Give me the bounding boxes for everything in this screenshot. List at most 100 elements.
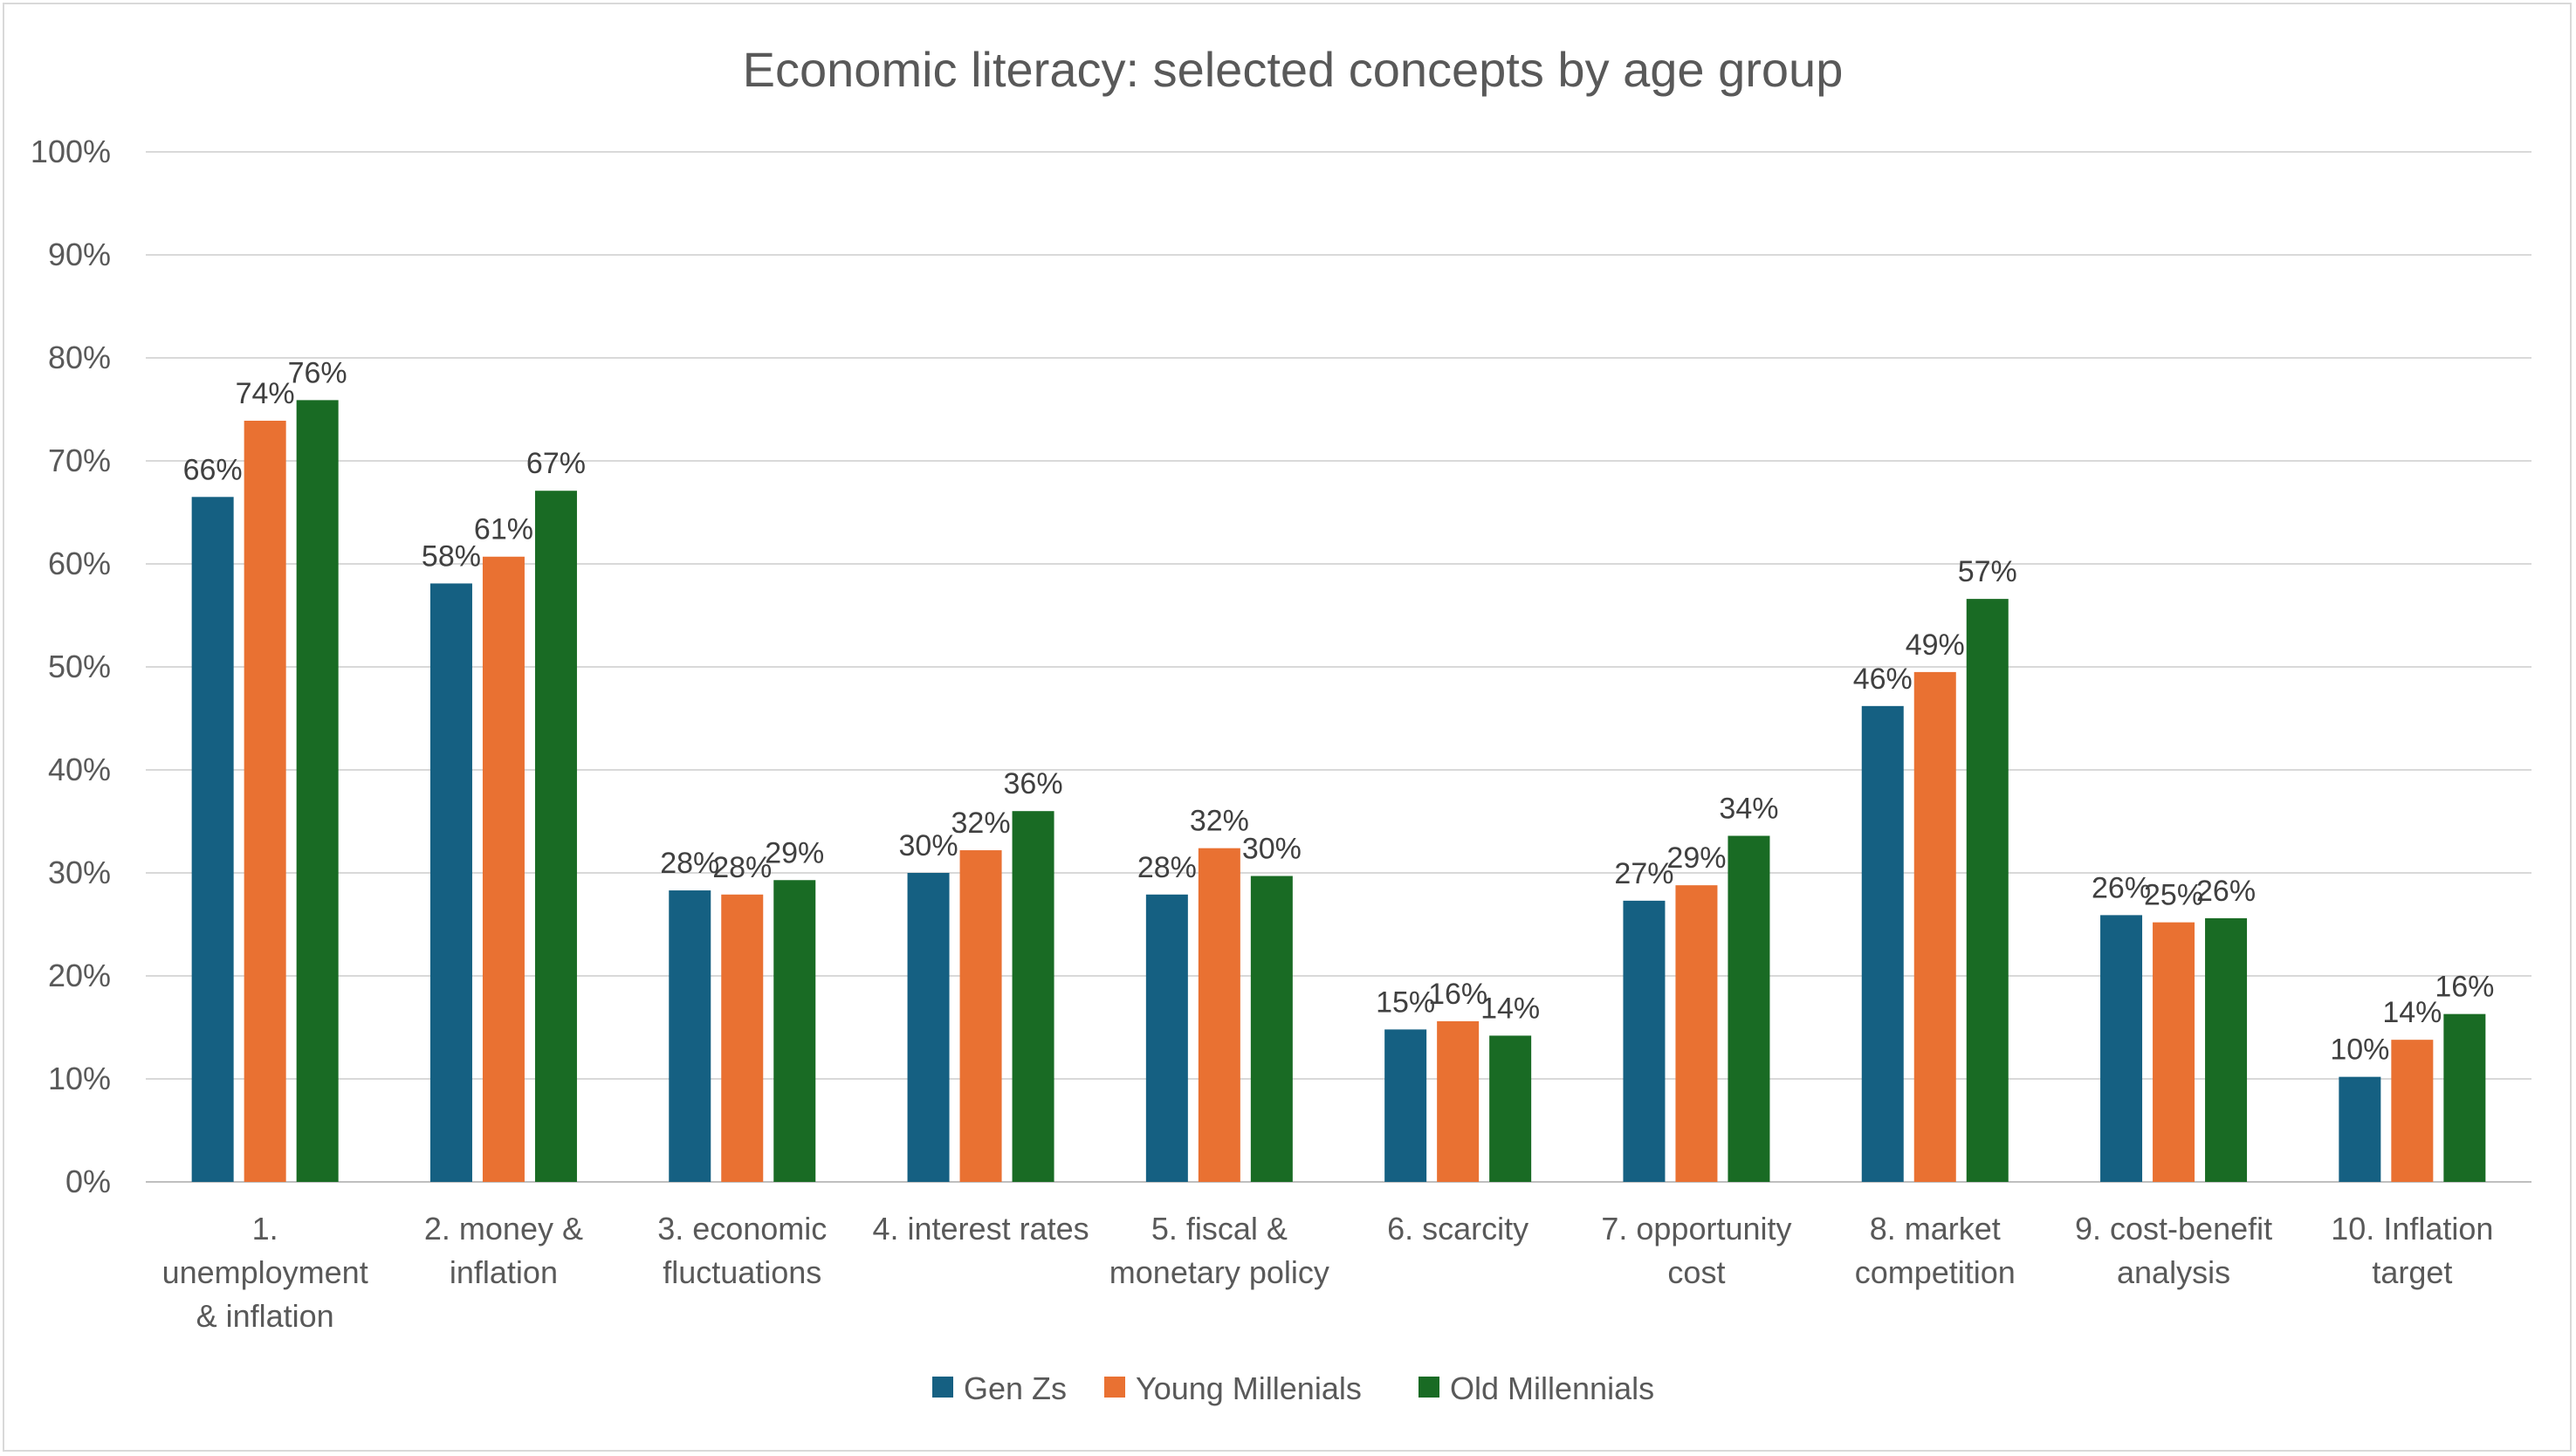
bar-chart: Economic literacy: selected concepts by … xyxy=(31,42,2531,1406)
legend: Gen Zs Young Millenials Old Millennials xyxy=(932,1370,1654,1406)
x-tick-label-line: 9. cost-benefit xyxy=(2075,1211,2272,1247)
x-tick-label-line: fluctuations xyxy=(663,1254,821,1290)
bar xyxy=(2153,922,2195,1182)
x-tick-label-line: 7. opportunity xyxy=(1601,1211,1791,1247)
x-tick-label-line: 8. market xyxy=(1870,1211,2001,1247)
bar xyxy=(2100,915,2143,1182)
legend-swatch xyxy=(1419,1377,1439,1398)
bar xyxy=(1012,811,1054,1182)
data-label: 16% xyxy=(1428,978,1487,1011)
x-tick-label: 3. economic fluctuations xyxy=(657,1211,827,1290)
data-label: 49% xyxy=(1906,628,1965,662)
bar xyxy=(1145,894,1188,1182)
x-tick-label: 9. cost-benefit analysis xyxy=(2075,1211,2272,1290)
bar xyxy=(191,497,234,1182)
bar xyxy=(959,850,1002,1182)
x-tick-label-line: 1. xyxy=(252,1211,278,1247)
data-label: 10% xyxy=(2330,1034,2389,1067)
data-label: 29% xyxy=(765,836,824,869)
bar xyxy=(1728,835,1770,1182)
y-tick-label: 80% xyxy=(48,340,111,375)
bar xyxy=(669,890,711,1182)
x-tick-label: 2. money & inflation xyxy=(424,1211,583,1290)
data-labels: 66%74%76%58%61%67%28%28%29% 30%32%36%28%3… xyxy=(183,356,2495,1066)
bar xyxy=(534,491,577,1182)
bar xyxy=(1384,1029,1427,1182)
x-tick-label-line: competition xyxy=(1855,1254,2016,1290)
y-tick-label: 30% xyxy=(48,855,111,890)
x-axis-category-labels: 1. unemployment & inflation 2. money & infla… xyxy=(162,1211,2494,1334)
data-label: 67% xyxy=(526,447,586,480)
data-label: 32% xyxy=(1190,805,1249,838)
y-axis-tick-labels: 0% 10% 20% 30% 40% 50% 60% 70% 80% 90% 100% xyxy=(31,134,111,1199)
data-label: 57% xyxy=(1958,555,2017,588)
y-tick-label: 100% xyxy=(31,134,111,169)
bar xyxy=(773,880,816,1182)
bar xyxy=(1489,1035,1532,1182)
x-tick-label: 5. fiscal & monetary policy xyxy=(1109,1211,1329,1290)
x-tick-label-line: analysis xyxy=(2117,1254,2230,1290)
x-tick-label-line: inflation xyxy=(450,1254,558,1290)
x-tick-label-line: unemployment xyxy=(162,1254,368,1290)
legend-label: Young Millenials xyxy=(1136,1370,1362,1406)
data-label: 29% xyxy=(1666,841,1726,875)
y-tick-label: 40% xyxy=(48,752,111,787)
x-tick-label-line: 6. scarcity xyxy=(1387,1211,1528,1247)
bar xyxy=(296,400,339,1182)
data-label: 28% xyxy=(712,851,772,884)
data-label: 25% xyxy=(2144,879,2203,912)
x-tick-label-line: 4. interest rates xyxy=(872,1211,1089,1247)
x-tick-label-line: 2. money & xyxy=(424,1211,583,1247)
bar xyxy=(1437,1020,1480,1182)
legend-swatch xyxy=(1104,1377,1125,1398)
data-label: 28% xyxy=(660,847,719,880)
x-tick-label-line: 5. fiscal & xyxy=(1151,1211,1288,1247)
bar xyxy=(1913,671,1956,1182)
data-label: 28% xyxy=(1137,851,1197,884)
data-label: 26% xyxy=(2196,875,2256,908)
bars xyxy=(191,400,2486,1183)
data-label: 76% xyxy=(288,356,347,389)
data-label: 14% xyxy=(2382,996,2442,1029)
chart-title: Economic literacy: selected concepts by … xyxy=(743,42,1844,97)
legend-item: Young Millenials xyxy=(1104,1370,1362,1406)
data-label: 66% xyxy=(183,453,243,486)
bar xyxy=(2205,917,2248,1182)
data-label: 46% xyxy=(1853,663,1913,696)
x-tick-label-line: target xyxy=(2372,1254,2452,1290)
bar xyxy=(907,873,950,1182)
y-tick-label: 20% xyxy=(48,958,111,993)
legend-label: Old Millennials xyxy=(1450,1370,1654,1406)
x-tick-label: 6. scarcity xyxy=(1387,1211,1528,1247)
x-tick-label: 1. unemployment & inflation xyxy=(162,1211,368,1334)
data-label: 26% xyxy=(2092,871,2151,904)
x-tick-label-line: & inflation xyxy=(196,1298,334,1334)
data-label: 14% xyxy=(1480,992,1540,1025)
chart-frame: Economic literacy: selected concepts by … xyxy=(3,3,2572,1452)
bar xyxy=(2443,1013,2486,1182)
x-tick-label-line: monetary policy xyxy=(1109,1254,1329,1290)
bar xyxy=(721,894,764,1182)
x-tick-label-line: 3. economic xyxy=(657,1211,827,1247)
data-label: 16% xyxy=(2435,971,2494,1004)
bar xyxy=(1623,900,1666,1182)
bar xyxy=(429,583,472,1182)
x-tick-label: 4. interest rates xyxy=(872,1211,1089,1247)
y-tick-label: 70% xyxy=(48,443,111,478)
y-tick-label: 90% xyxy=(48,237,111,272)
bar xyxy=(1250,876,1293,1182)
y-tick-label: 60% xyxy=(48,546,111,581)
bar xyxy=(1675,885,1718,1182)
bar xyxy=(482,556,525,1182)
x-tick-label-line: 10. Inflation xyxy=(2331,1211,2493,1247)
data-label: 61% xyxy=(474,513,533,546)
y-tick-label: 0% xyxy=(65,1164,111,1199)
data-label: 34% xyxy=(1719,793,1778,826)
data-label: 58% xyxy=(422,539,481,573)
legend-item: Old Millennials xyxy=(1419,1370,1654,1406)
y-tick-label: 50% xyxy=(48,649,111,684)
bar xyxy=(244,420,286,1183)
x-tick-label-line: cost xyxy=(1667,1254,1725,1290)
legend-label: Gen Zs xyxy=(964,1370,1067,1406)
bar xyxy=(2339,1076,2381,1182)
